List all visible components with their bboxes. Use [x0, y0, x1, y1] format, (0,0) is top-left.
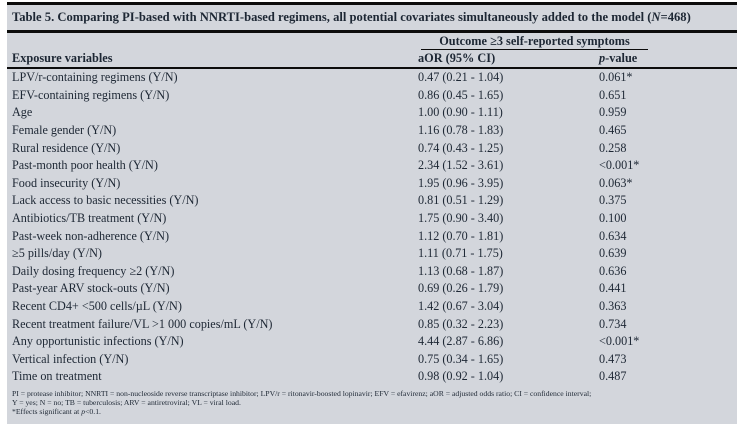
column-header-row: Exposure variables aOR (95% CI) p-value [7, 50, 737, 67]
table-row: Recent treatment failure/VL >1 000 copie… [7, 315, 737, 333]
table-row: ≥5 pills/day (Y/N) 1.11 (0.71 - 1.75) 0.63… [7, 245, 737, 263]
aor-ci-cell: 1.12 (0.70 - 1.81) [418, 228, 504, 243]
table-row: Daily dosing frequency ≥2 (Y/N) 1.13 (0.6… [7, 263, 737, 281]
aor-ci-cell: 0.81 (0.51 - 1.29) [418, 193, 504, 208]
outcome-spanner-header: Outcome ≥3 self-reported symptoms [421, 33, 648, 50]
exposure-variable-cell: Recent CD4+ <500 cells/µL (Y/N) [12, 299, 182, 314]
pvalue-cell: <0.001* [599, 158, 640, 173]
footnote-abbreviations-line2: Y = yes; N = no; TB = tuberculosis; ARV … [12, 398, 241, 408]
header-divider-rule [7, 66, 737, 69]
table-title: Table 5. Comparing PI-based with NNRTI-b… [7, 5, 737, 30]
pvalue-cell: 0.959 [599, 105, 627, 120]
aor-ci-cell: 2.34 (1.52 - 3.61) [418, 158, 504, 173]
footnote-significance: *Effects significant at p<0.1. [12, 407, 737, 416]
exposure-variable-cell: Vertical infection (Y/N) [12, 351, 129, 366]
pvalue-cell: 0.063* [599, 175, 633, 190]
pvalue-cell: 0.375 [599, 193, 627, 208]
table-row: Food insecurity (Y/N) 1.95 (0.96 - 3.95) 0… [7, 175, 737, 193]
table-row: Any opportunistic infections (Y/N) 4.44 (… [7, 333, 737, 351]
pvalue-header-suffix: -value [605, 50, 638, 65]
table-row: Time on treatment 0.98 (0.92 - 1.04) 0.487 [7, 368, 737, 386]
table-row: Rural residence (Y/N) 0.74 (0.43 - 1.25) 0… [7, 139, 737, 157]
aor-ci-cell: 1.42 (0.67 - 3.04) [418, 299, 504, 314]
exposure-variable-cell: Food insecurity (Y/N) [12, 175, 121, 190]
aor-ci-cell: 1.95 (0.96 - 3.95) [418, 175, 504, 190]
table-row: LPV/r-containing regimens (Y/N) 0.47 (0.2… [7, 69, 737, 87]
footnote-significance-p: p [81, 407, 86, 417]
table-title-text: Table 5. Comparing PI-based with NNRTI-b… [12, 10, 652, 24]
exposure-variable-cell: Daily dosing frequency ≥2 (Y/N) [12, 263, 175, 278]
table-row: Recent CD4+ <500 cells/µL (Y/N) 1.42 (0.6… [7, 298, 737, 316]
table-title-n: N [651, 10, 661, 24]
table-row: Lack access to basic necessities (Y/N) 0.… [7, 192, 737, 210]
pvalue-cell: 0.100 [599, 211, 627, 226]
footnote-significance-prefix: *Effects significant at [12, 407, 82, 417]
table-row: Past-year ARV stock-outs (Y/N) 0.69 (0.26… [7, 280, 737, 298]
exposure-variable-cell: Female gender (Y/N) [12, 123, 117, 138]
aor-ci-cell: 0.85 (0.32 - 2.23) [418, 316, 504, 331]
aor-ci-cell: 1.00 (0.90 - 1.11) [418, 105, 503, 120]
exposure-variable-cell: LPV/r-containing regimens (Y/N) [12, 70, 178, 85]
table-row: Female gender (Y/N) 1.16 (0.78 - 1.83) 0.4… [7, 122, 737, 140]
table-footnotes: PI = protease inhibitor; NNRTI = non-nuc… [7, 389, 737, 416]
exposure-variable-cell: EFV-containing regimens (Y/N) [12, 87, 170, 102]
table-row: Past-week non-adherence (Y/N) 1.12 (0.70 … [7, 227, 737, 245]
exposure-variable-cell: Lack access to basic necessities (Y/N) [12, 193, 199, 208]
exposure-variable-cell: Any opportunistic infections (Y/N) [12, 334, 184, 349]
table-title-suffix: =468) [660, 10, 691, 24]
pvalue-cell: 0.639 [599, 246, 627, 261]
exposure-variable-cell: Antibiotics/TB treatment (Y/N) [12, 211, 167, 226]
pvalue-cell: 0.487 [599, 369, 627, 384]
footnote-significance-suffix: <0.1. [85, 407, 101, 417]
column-header-exposure: Exposure variables [12, 50, 113, 65]
aor-ci-cell: 0.98 (0.92 - 1.04) [418, 369, 504, 384]
exposure-variable-cell: Age [12, 105, 33, 120]
pvalue-cell: 0.258 [599, 140, 627, 155]
aor-ci-cell: 1.75 (0.90 - 3.40) [418, 211, 504, 226]
pvalue-cell: 0.734 [599, 316, 627, 331]
column-header-aor: aOR (95% CI) [418, 50, 496, 65]
table-row: Vertical infection (Y/N) 0.75 (0.34 - 1.6… [7, 351, 737, 369]
aor-ci-cell: 0.74 (0.43 - 1.25) [418, 140, 504, 155]
aor-ci-cell: 1.13 (0.68 - 1.87) [418, 263, 504, 278]
exposure-variable-cell: Past-year ARV stock-outs (Y/N) [12, 281, 170, 296]
aor-ci-cell: 0.86 (0.45 - 1.65) [418, 87, 504, 102]
title-divider-rule [7, 30, 737, 33]
aor-ci-cell: 1.11 (0.71 - 1.75) [418, 246, 503, 261]
table-row: EFV-containing regimens (Y/N) 0.86 (0.45 … [7, 87, 737, 105]
aor-ci-cell: 0.69 (0.26 - 1.79) [418, 281, 504, 296]
exposure-variable-cell: Rural residence (Y/N) [12, 140, 121, 155]
pvalue-cell: 0.465 [599, 123, 627, 138]
pvalue-cell: 0.651 [599, 87, 627, 102]
exposure-variable-cell: Recent treatment failure/VL >1 000 copie… [12, 316, 273, 331]
footnote-abbreviations-line1: PI = protease inhibitor; NNRTI = non-nuc… [12, 389, 592, 399]
pvalue-cell: <0.001* [599, 334, 640, 349]
table-row: Past-month poor health (Y/N) 2.34 (1.52 -… [7, 157, 737, 175]
exposure-variable-cell: Past-month poor health (Y/N) [12, 158, 158, 173]
pvalue-cell: 0.061* [599, 70, 633, 85]
pvalue-cell: 0.634 [599, 228, 627, 243]
exposure-variable-cell: Past-week non-adherence (Y/N) [12, 228, 170, 243]
table-rows: LPV/r-containing regimens (Y/N) 0.47 (0.2… [7, 69, 737, 386]
exposure-variable-cell: Time on treatment [12, 369, 102, 384]
table-panel: Table 5. Comparing PI-based with NNRTI-b… [7, 2, 737, 424]
aor-ci-cell: 0.75 (0.34 - 1.65) [418, 351, 504, 366]
table-row: Age 1.00 (0.90 - 1.11) 0.959 [7, 104, 737, 122]
pvalue-cell: 0.473 [599, 351, 627, 366]
exposure-variable-cell: ≥5 pills/day (Y/N) [12, 246, 102, 261]
pvalue-cell: 0.636 [599, 263, 627, 278]
pvalue-cell: 0.441 [599, 281, 627, 296]
pvalue-header-p: p [599, 50, 606, 65]
aor-ci-cell: 1.16 (0.78 - 1.83) [418, 123, 504, 138]
pvalue-cell: 0.363 [599, 299, 627, 314]
aor-ci-cell: 4.44 (2.87 - 6.86) [418, 334, 504, 349]
aor-ci-cell: 0.47 (0.21 - 1.04) [418, 70, 504, 85]
column-header-pvalue: p-value [599, 51, 737, 66]
table-row: Antibiotics/TB treatment (Y/N) 1.75 (0.90… [7, 210, 737, 228]
